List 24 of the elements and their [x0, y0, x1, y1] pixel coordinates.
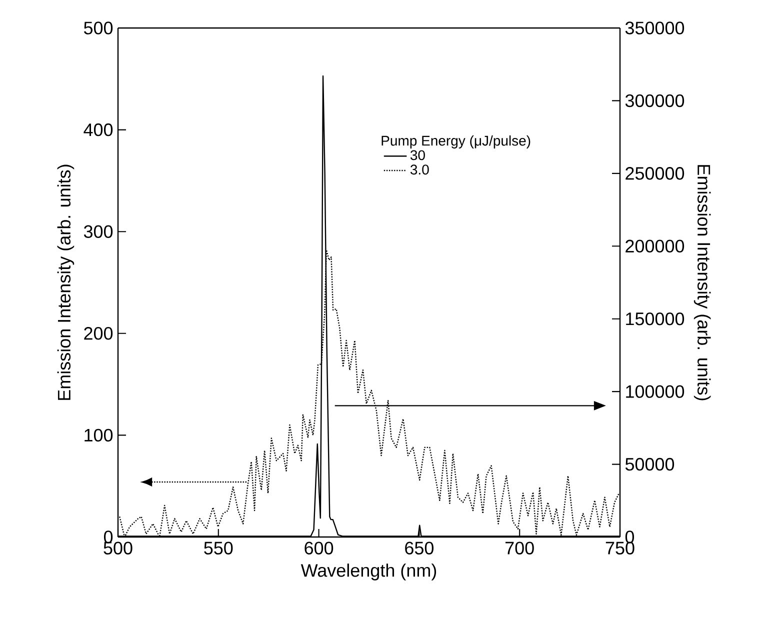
y2-tick-label: 250000 — [626, 167, 684, 180]
y2-tick-label: 150000 — [626, 312, 684, 326]
x-tick-label: 500 — [104, 542, 132, 554]
y2-tick-label: 50000 — [625, 458, 674, 471]
legend-title: Pump Energy (μJ/pulse) — [382, 135, 530, 148]
y2-tick-label: 100000 — [626, 385, 684, 398]
x-tick-label: 750 — [606, 542, 634, 554]
x-axis-title: Wavelength (nm) — [300, 564, 436, 580]
y-tick-label: 100 — [84, 428, 113, 442]
y-tick-label: 400 — [84, 123, 113, 136]
y2-axis-title: Emission Intensity (arb. units) — [694, 165, 711, 400]
y2-tick-label: 200000 — [626, 240, 684, 253]
y2-tick-label: 300000 — [625, 94, 684, 108]
y-tick-label: 500 — [84, 22, 113, 34]
x-tick-label: 550 — [204, 542, 233, 554]
x-tick-label: 600 — [304, 542, 334, 554]
y2-tick-label: 350000 — [625, 22, 684, 34]
x-tick-label: 700 — [506, 542, 534, 554]
x-tick-label: 650 — [405, 542, 434, 554]
legend-label: 30 — [410, 150, 425, 160]
legend-label: 3.0 — [410, 164, 429, 175]
y-tick-label: 300 — [84, 225, 113, 238]
y-axis-title: Emission Intensity (arb. units) — [57, 164, 74, 400]
y-tick-label: 200 — [84, 327, 113, 340]
